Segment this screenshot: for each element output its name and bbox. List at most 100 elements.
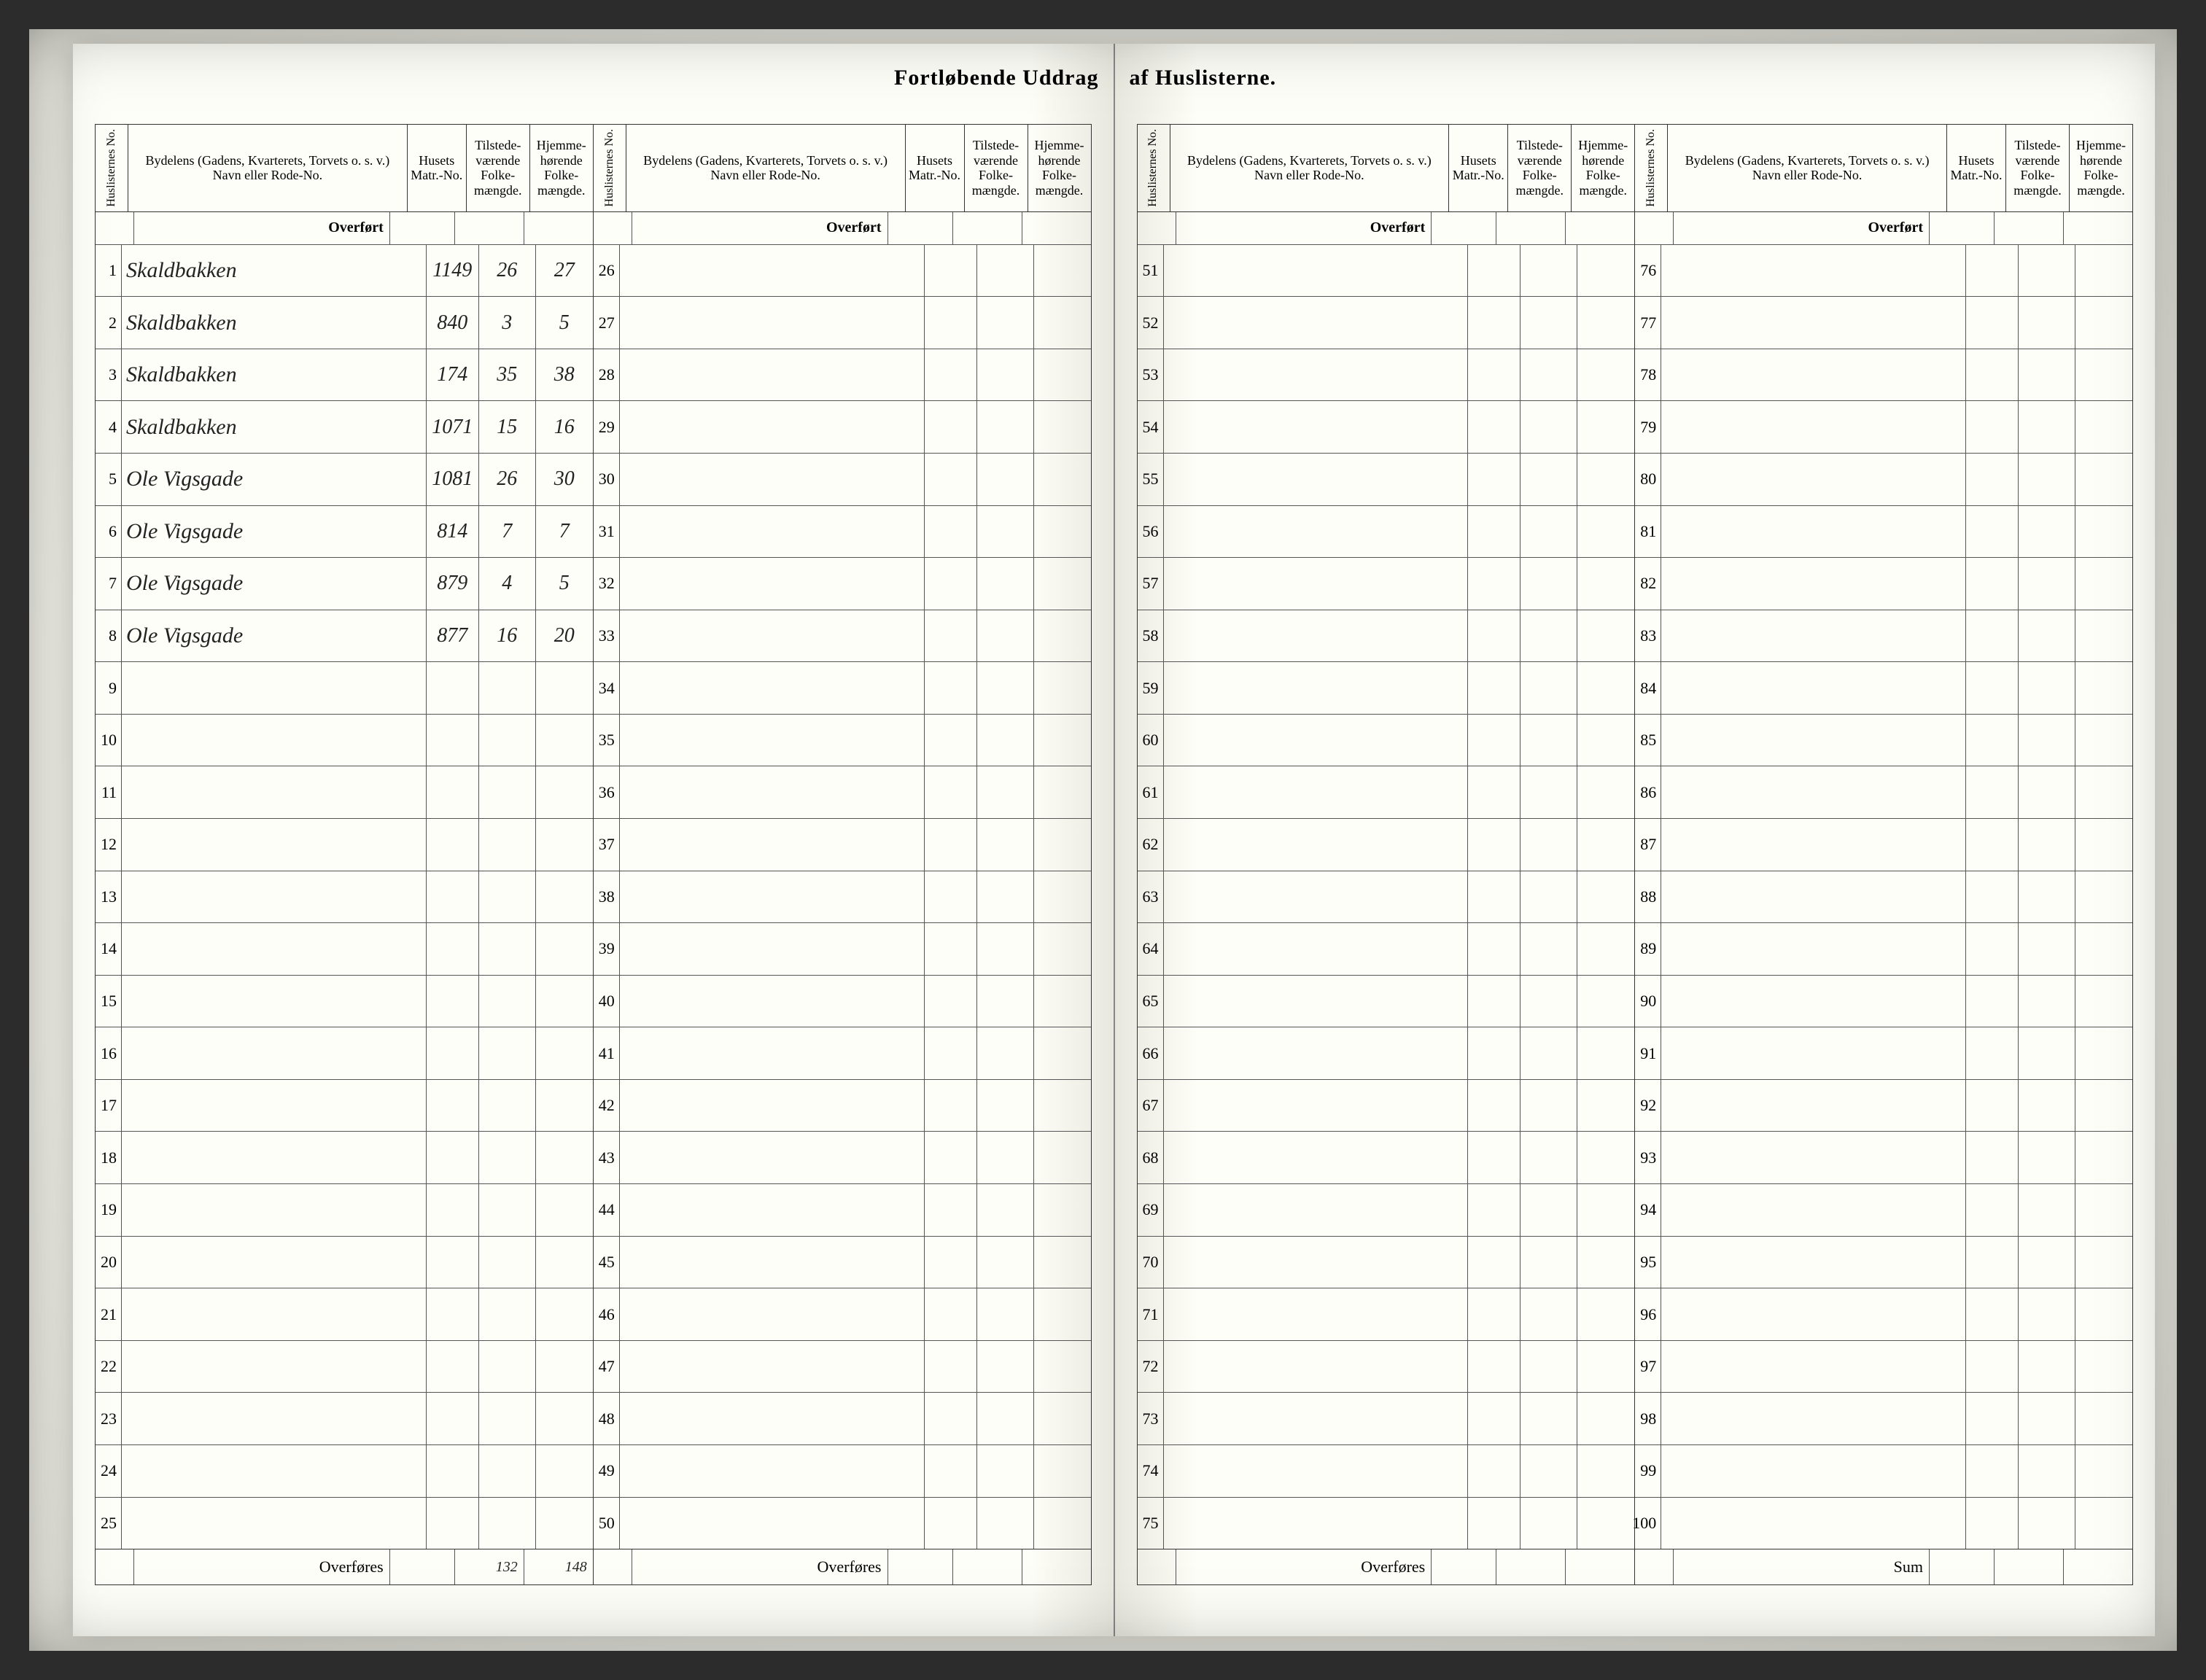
cell-hjem (1034, 506, 1091, 558)
cell-tilst: 16 (479, 610, 536, 662)
table-row: 24 (96, 1445, 593, 1498)
table-row: 5Ole Vigsgade10812630 (96, 454, 593, 506)
row-number: 8 (96, 610, 122, 662)
table-row: 69 (1138, 1184, 1635, 1237)
cell-hjem (2075, 1237, 2132, 1288)
row-number: 31 (594, 506, 620, 558)
row-number: 51 (1138, 245, 1164, 297)
table-row: 1Skaldbakken11492627 (96, 245, 593, 298)
cell-hjem (2075, 1080, 2132, 1132)
cell-tilst (2019, 1393, 2075, 1444)
cell-matr (925, 558, 977, 610)
table-row: 88 (1635, 871, 2132, 924)
cell-tilst (977, 454, 1034, 505)
cell-tilst: 26 (479, 245, 536, 297)
cell-name (122, 766, 427, 818)
table-row: 72 (1138, 1341, 1635, 1393)
cell-name (620, 1080, 925, 1132)
table-row: 43 (594, 1132, 1091, 1184)
cell-tilst: 3 (479, 297, 536, 349)
cell-name (1661, 1445, 1966, 1497)
cell-tilst (479, 819, 536, 871)
cell-name (1661, 1288, 1966, 1340)
cell-hjem (1034, 976, 1091, 1027)
table-row: 55 (1138, 454, 1635, 506)
cell-matr (1468, 1341, 1520, 1393)
row-number: 11 (96, 766, 122, 818)
left-sections: Huslisternes No.Bydelens (Gadens, Kvarte… (95, 124, 1092, 1585)
cell-hjem (2075, 1288, 2132, 1340)
cell-matr (427, 1498, 479, 1549)
cell-matr (1468, 558, 1520, 610)
table-row: 16 (96, 1027, 593, 1080)
cell-matr (925, 662, 977, 714)
cell-hjem (1577, 1080, 1634, 1132)
cell-hjem (1034, 819, 1091, 871)
table-row: 87 (1635, 819, 2132, 871)
row-number: 26 (594, 245, 620, 297)
table-row: 66 (1138, 1027, 1635, 1080)
table-row: 95 (1635, 1237, 2132, 1289)
cell-hjem: 16 (536, 401, 593, 453)
row-number: 37 (594, 819, 620, 871)
page-left: Fortløbende Uddrag Huslisternes No.Bydel… (73, 44, 1115, 1636)
row-number: 92 (1635, 1080, 1661, 1132)
table-row: 39 (594, 923, 1091, 976)
cell-hjem (1577, 766, 1634, 818)
row-number: 7 (96, 558, 122, 610)
cell-hjem (1034, 871, 1091, 923)
row-number: 91 (1635, 1027, 1661, 1079)
cell-tilst (2019, 976, 2075, 1027)
cell-hjem (2075, 454, 2132, 505)
row-number: 44 (594, 1184, 620, 1236)
footer-hjem: 148 (524, 1549, 593, 1584)
cell-name (1164, 1445, 1469, 1497)
row-number: 46 (594, 1288, 620, 1340)
cell-matr (1468, 923, 1520, 975)
cell-matr (925, 1184, 977, 1236)
cell-matr (427, 1237, 479, 1288)
section-footer: Overføres132148 (96, 1549, 593, 1584)
cell-matr: 1071 (427, 401, 479, 453)
table-row: 13 (96, 871, 593, 924)
cell-name (122, 976, 427, 1027)
table-row: 50 (594, 1498, 1091, 1549)
cell-name (1164, 349, 1469, 401)
section-header: Huslisternes No.Bydelens (Gadens, Kvarte… (1635, 125, 2132, 212)
table-row: 83 (1635, 610, 2132, 663)
cell-tilst (977, 1132, 1034, 1183)
cell-tilst (2019, 1132, 2075, 1183)
row-number: 67 (1138, 1080, 1164, 1132)
cell-hjem (2075, 1184, 2132, 1236)
cell-tilst: 15 (479, 401, 536, 453)
cell-hjem (536, 819, 593, 871)
cell-matr (1966, 1393, 2019, 1444)
cell-tilst (2019, 766, 2075, 818)
table-row: 80 (1635, 454, 2132, 506)
row-number: 24 (96, 1445, 122, 1497)
cell-matr (925, 976, 977, 1027)
cell-hjem (2075, 871, 2132, 923)
cell-tilst (2019, 506, 2075, 558)
cell-name (1661, 454, 1966, 505)
cell-hjem (1034, 1393, 1091, 1444)
table-row: 98 (1635, 1393, 2132, 1445)
cell-tilst (2019, 245, 2075, 297)
cell-matr (1468, 1498, 1520, 1549)
table-row: 18 (96, 1132, 593, 1184)
cell-matr (925, 1498, 977, 1549)
cell-matr (1468, 1184, 1520, 1236)
cell-name (1164, 1288, 1469, 1340)
row-number: 89 (1635, 923, 1661, 975)
table-row: 28 (594, 349, 1091, 402)
cell-name (1164, 245, 1469, 297)
row-number: 69 (1138, 1184, 1164, 1236)
cell-tilst (977, 1498, 1034, 1549)
row-number: 48 (594, 1393, 620, 1444)
cell-name (1164, 401, 1469, 453)
overfort-row: Overført (96, 212, 593, 245)
row-number: 68 (1138, 1132, 1164, 1183)
cell-hjem: 38 (536, 349, 593, 401)
cell-name (1661, 558, 1966, 610)
table-row: 49 (594, 1445, 1091, 1498)
